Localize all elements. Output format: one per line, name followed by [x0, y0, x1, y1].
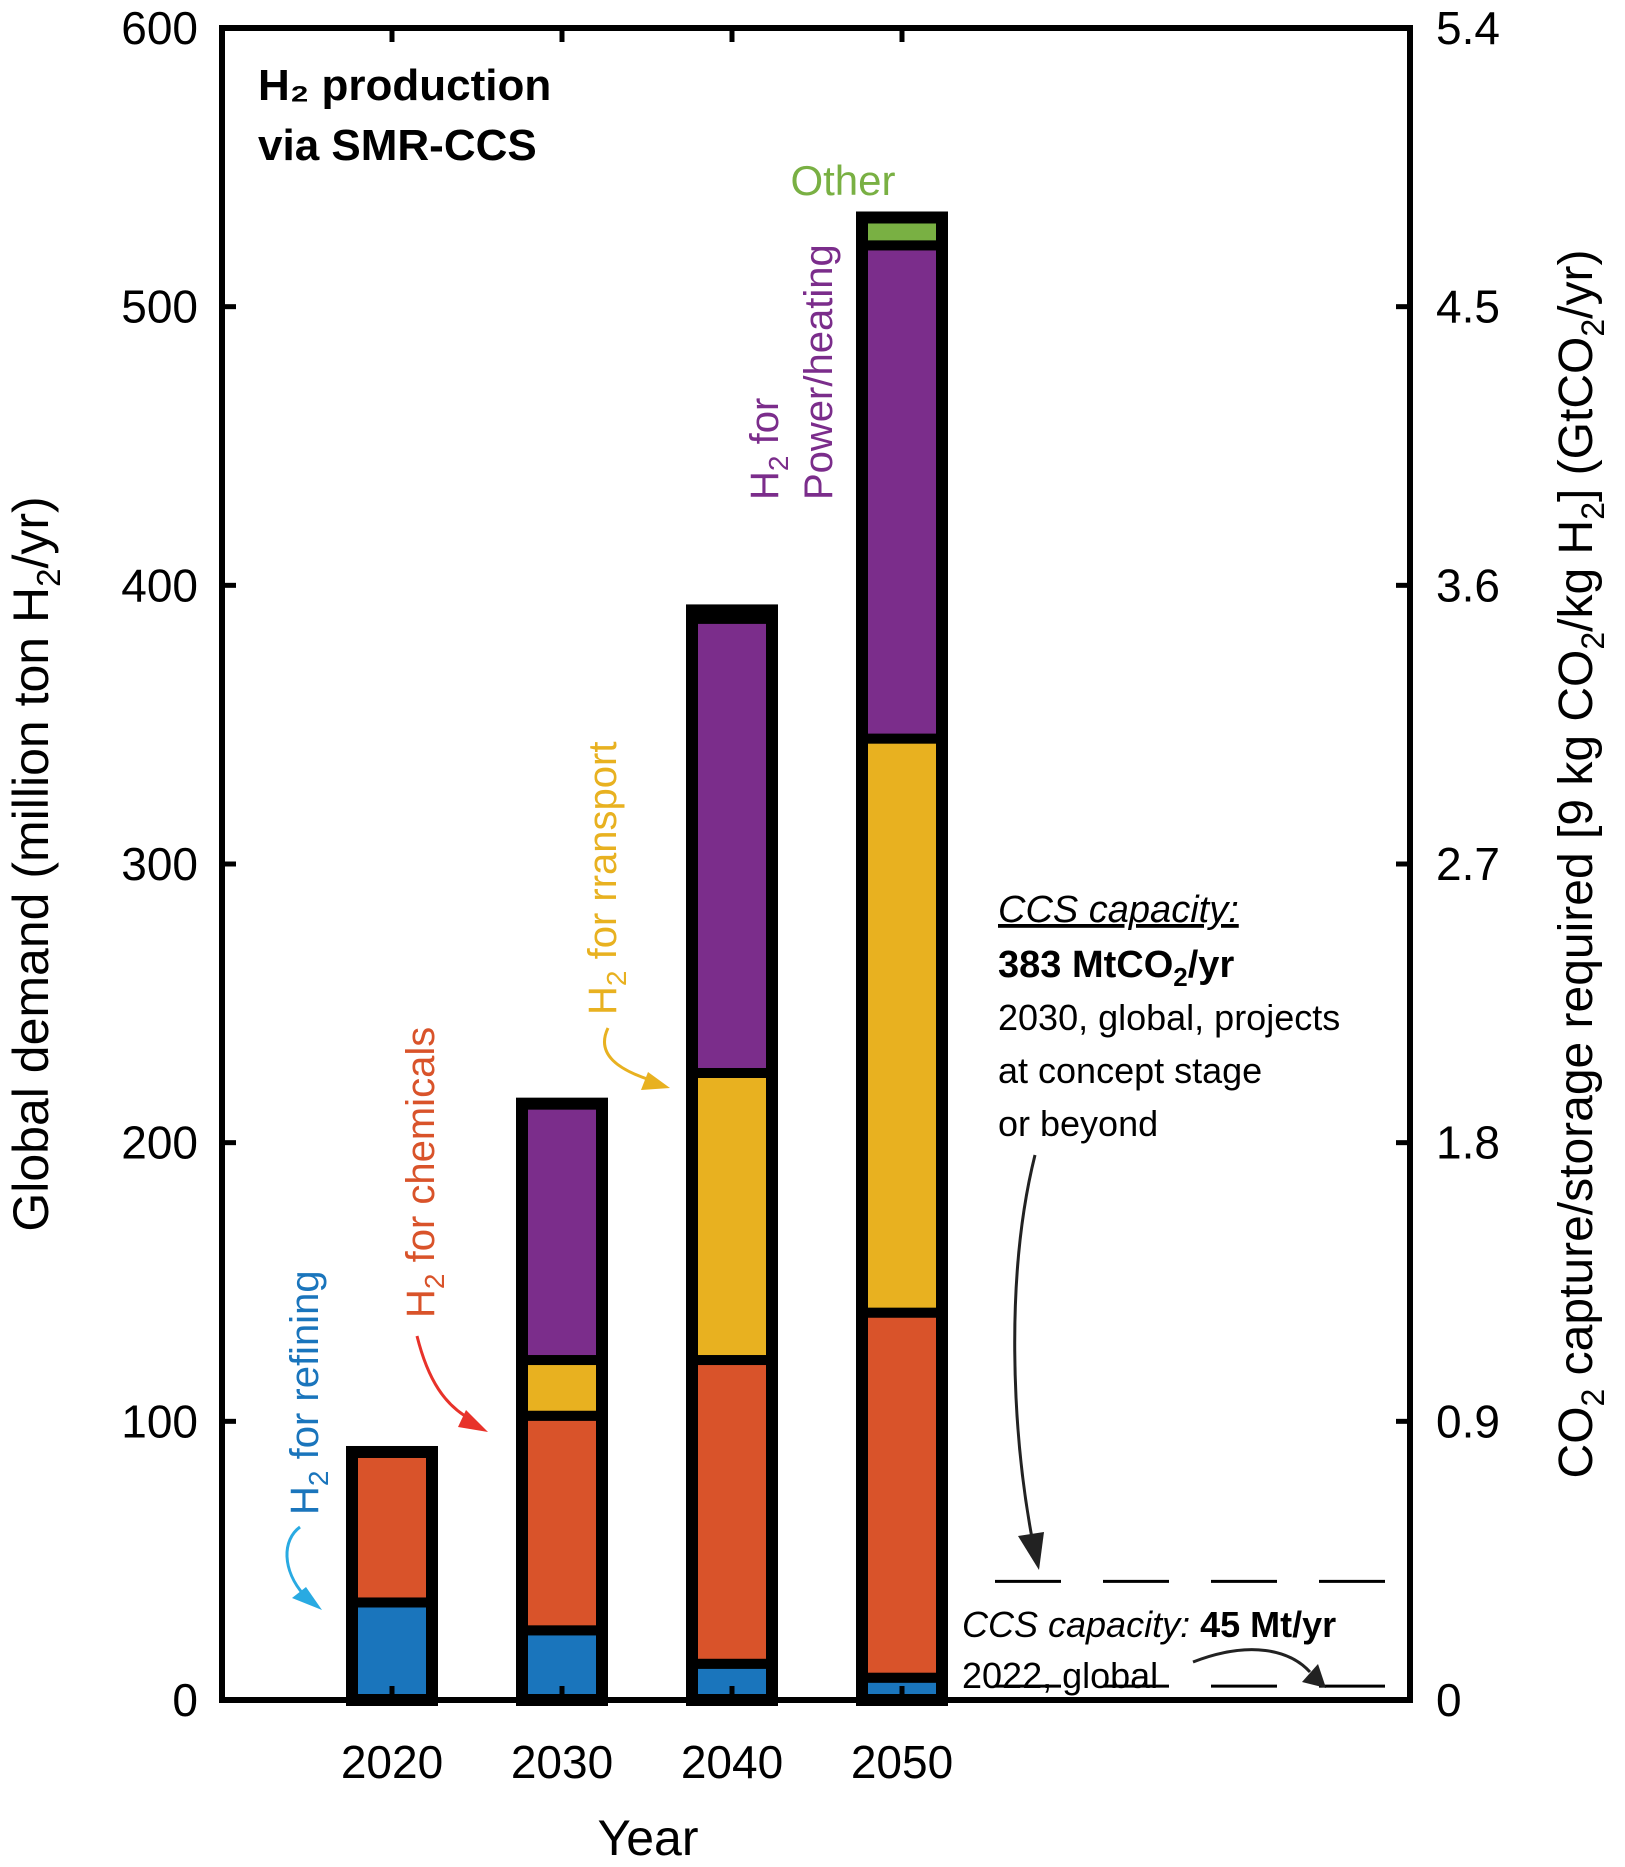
arrowhead-transport: [641, 1072, 670, 1090]
chart-title: H₂ production via SMR-CCS: [258, 61, 551, 170]
y-tick-label-100: 100: [121, 1395, 198, 1447]
arrowhead-ccs-2030: [1018, 1532, 1044, 1570]
bar-segment-2050-3: [857, 240, 947, 744]
ccs-reference-lines: [995, 1579, 1395, 1688]
ccs-2030-line2: at concept stage: [998, 1050, 1262, 1091]
arrow-transport: [603, 1027, 651, 1082]
label-refining: H2 for refining: [283, 1270, 334, 1515]
arrowhead-chemicals: [458, 1410, 488, 1432]
label-power-heating: H2 for Power/heating: [743, 244, 841, 500]
x-tick-label-2020: 2020: [341, 1736, 443, 1788]
bar-segment-2050-2: [857, 733, 947, 1318]
ccs-2022-note: 2022, global: [962, 1655, 1158, 1696]
bar-segment-2040-1: [687, 1355, 777, 1669]
bar-segment-2030-3: [517, 1098, 607, 1366]
y2-tick-label-6: 5.4: [1436, 2, 1500, 54]
y-tick-label-500: 500: [121, 281, 198, 333]
x-tick-marks: 2020 2030 2040 2050: [341, 28, 953, 1788]
bar-segment-2050-1: [857, 1307, 947, 1683]
bar-segment-2030-2: [517, 1355, 607, 1421]
y-ticks: 0 100 200 300 400 500 600 0 0.9 1.8 2.7 3.6 4.5 5.4: [121, 2, 1500, 1726]
y2-axis-title: CO2 capture/storage required [9 kg CO2/k…: [1550, 250, 1611, 1479]
arrow-refining: [285, 1525, 306, 1596]
y2-tick-label-1: 0.9: [1436, 1395, 1500, 1447]
label-other: Other: [790, 157, 895, 204]
arrowhead-refining: [292, 1587, 322, 1610]
arrowhead-ccs-2022: [1302, 1664, 1326, 1688]
x-axis-title: Year: [597, 1810, 698, 1866]
ccs-2030-value: 383 MtCO2/yr: [998, 944, 1234, 992]
x-tick-label-2040: 2040: [681, 1736, 783, 1788]
arrow-ccs-2030: [1013, 1154, 1037, 1539]
x-tick-label-2030: 2030: [511, 1736, 613, 1788]
bar-segment-2040-3: [687, 613, 777, 1078]
bars: [346, 211, 948, 1707]
x-tick-label-2050: 2050: [851, 1736, 953, 1788]
y-axis-title: Global demand (million ton H2/yr): [3, 496, 67, 1231]
ccs-2022-label: CCS capacity: 45 Mt/yr: [962, 1604, 1336, 1645]
bar-segment-2030-1: [517, 1410, 607, 1636]
ccs-2030-line1: 2030, global, projects: [998, 997, 1340, 1038]
bar-segment-2040-2: [687, 1068, 777, 1366]
bar-segment-2020-0: [347, 1597, 437, 1706]
y-tick-label-200: 200: [121, 1117, 198, 1169]
ccs-2030-title: CCS capacity:: [998, 889, 1239, 931]
y-tick-label-300: 300: [121, 838, 198, 890]
y-tick-label-400: 400: [121, 559, 198, 611]
bar-segment-2020-1: [347, 1446, 437, 1608]
y2-tick-label-4: 3.6: [1436, 559, 1500, 611]
y-tick-label-0: 0: [172, 1674, 198, 1726]
label-transport: H2 for rransport: [581, 742, 632, 1015]
ccs-2030-annotation: CCS capacity: 383 MtCO2/yr 2030, global,…: [998, 889, 1340, 1144]
ccs-2030-line3: or beyond: [998, 1103, 1158, 1144]
arrow-ccs-2022: [1192, 1648, 1312, 1674]
arrow-chemicals: [415, 1335, 473, 1422]
y2-tick-label-0: 0: [1436, 1674, 1462, 1726]
label-chemicals: H2 for chemicals: [399, 1027, 450, 1318]
y-tick-label-600: 600: [121, 2, 198, 54]
y2-tick-label-3: 2.7: [1436, 838, 1500, 890]
y2-tick-label-5: 4.5: [1436, 281, 1500, 333]
y2-tick-label-2: 1.8: [1436, 1117, 1500, 1169]
